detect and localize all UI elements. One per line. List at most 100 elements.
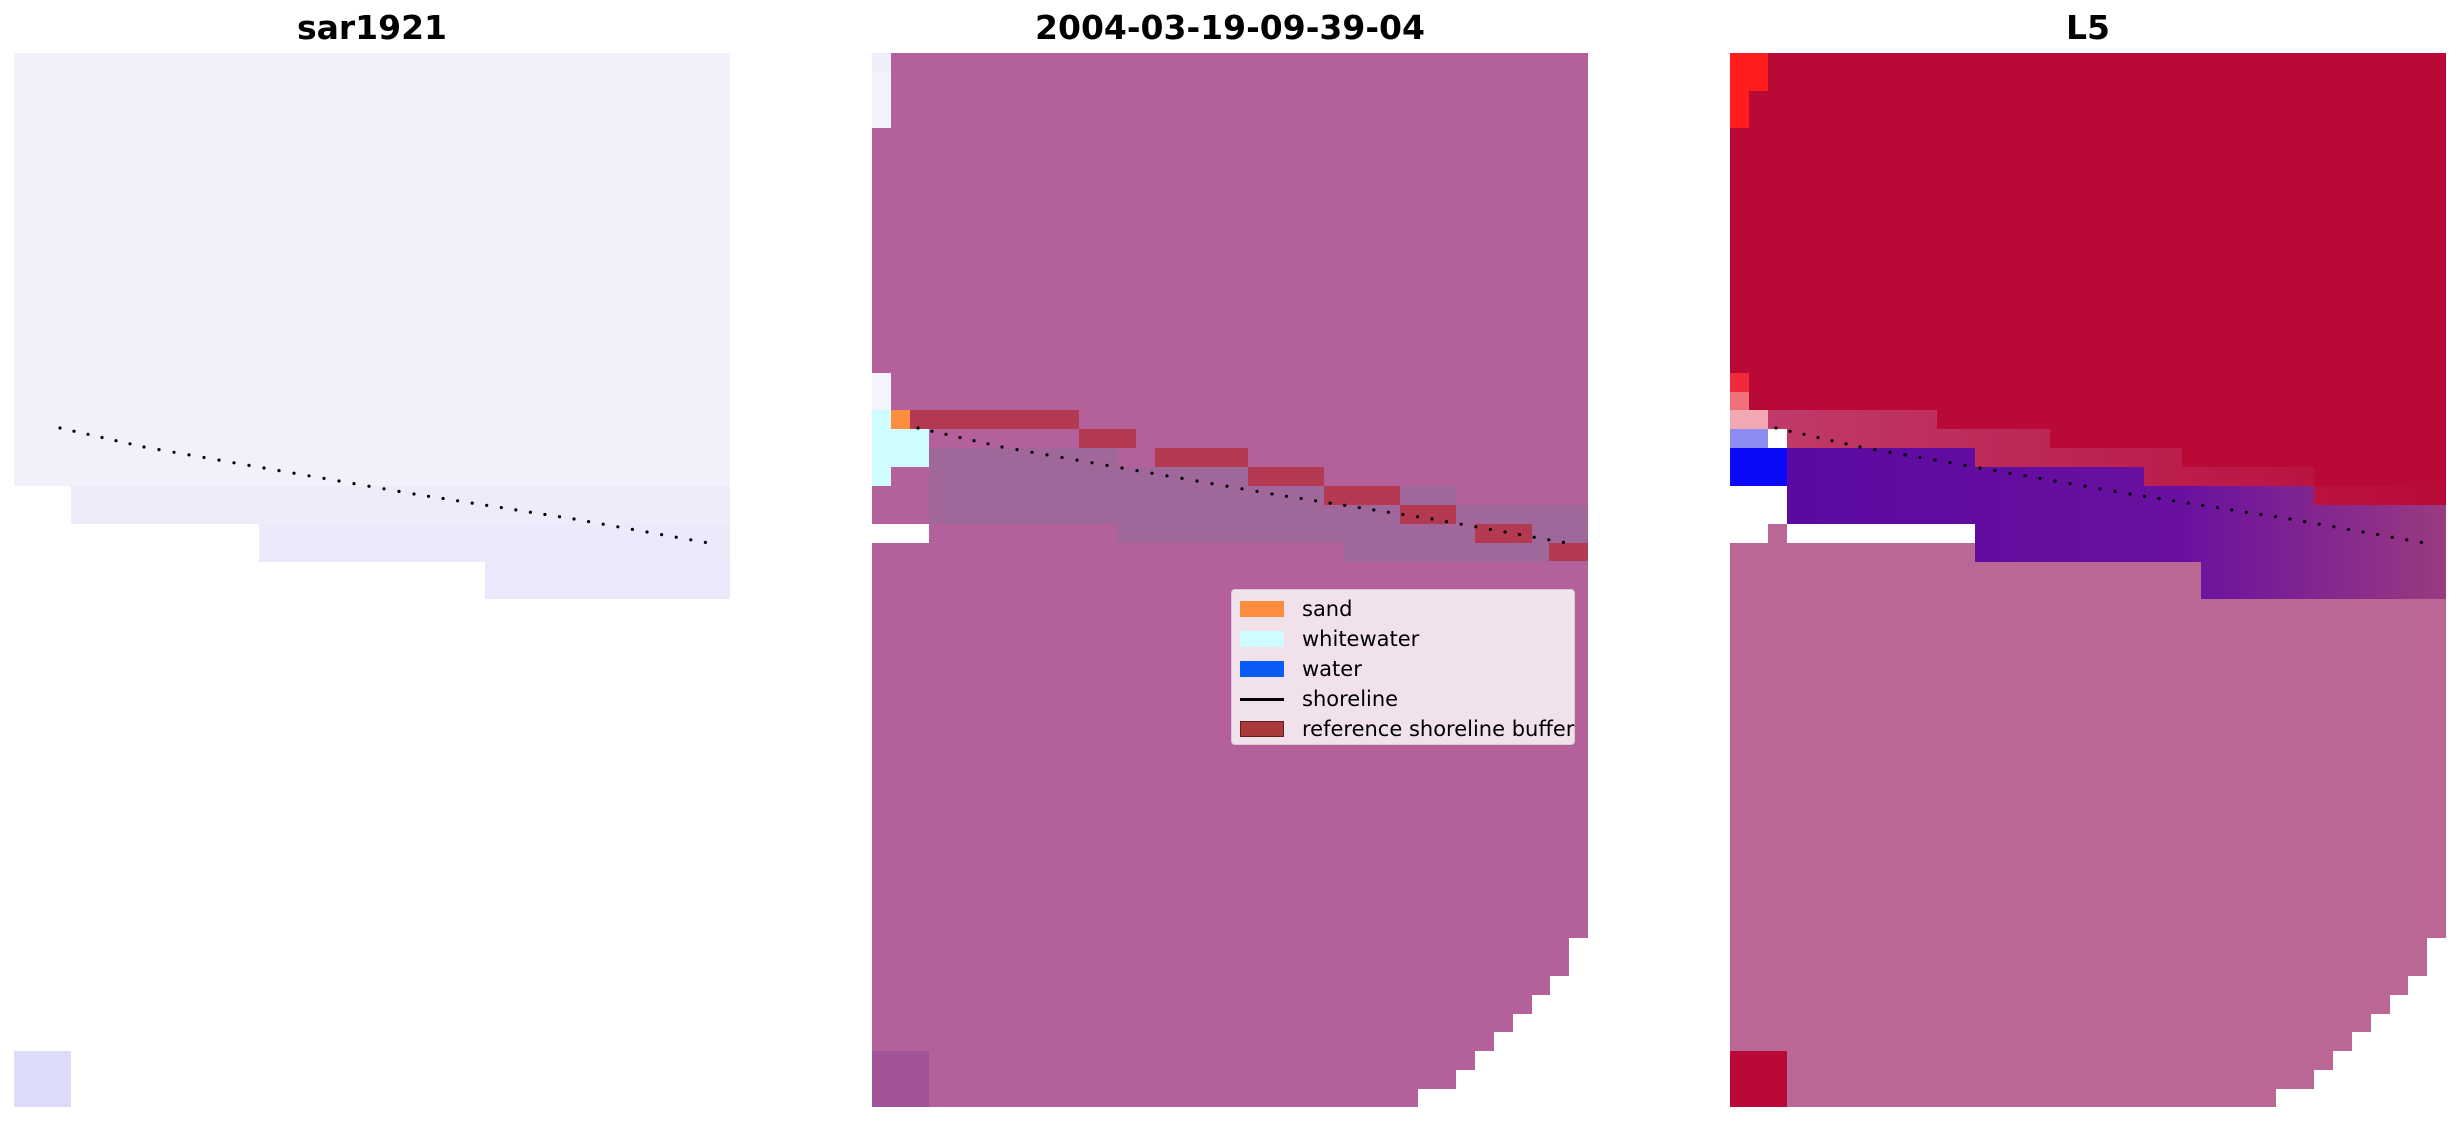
white-corner-top [872, 53, 891, 72]
shoreline-dot [1547, 538, 1551, 542]
shoreline-dot [2098, 487, 2102, 491]
shoreline-dot [674, 535, 678, 539]
shoreline-dot [1000, 445, 1004, 449]
shoreline-dot [1030, 450, 1034, 454]
shoreline-dot [412, 492, 416, 496]
shoreline-dot [1284, 494, 1289, 498]
shoreline-dot [157, 448, 161, 452]
shoreline-dot [2053, 479, 2057, 483]
shoreline-dot [1343, 503, 1347, 507]
sand-swatch [1240, 601, 1284, 617]
shoreline-dot [689, 538, 693, 542]
shoreline-dot [1240, 487, 1244, 491]
panel-title-left: sar1921 [296, 8, 448, 47]
shoreline-dot [1459, 522, 1463, 526]
shoreline-dot [1415, 515, 1420, 519]
shoreline-dot [1788, 429, 1792, 433]
shoreline-dot [543, 512, 547, 517]
shoreline-dot [1903, 453, 1907, 457]
shoreline-dot [2419, 540, 2423, 544]
shoreline-dot [172, 450, 176, 454]
whitewater-pixels [872, 410, 891, 429]
panel-title-middle: 2004-03-19-09-39-04 [1035, 8, 1425, 47]
shoreline-dot [703, 540, 708, 544]
water-blue-pixels [1730, 448, 1787, 486]
shoreline-dot [958, 435, 962, 440]
shoreline-dot [2157, 496, 2161, 501]
shoreline-dot [58, 426, 62, 430]
shoreline-dot [128, 442, 132, 446]
shoreline-dotted-line [58, 426, 708, 544]
shoreline-dot [1299, 496, 1303, 501]
shoreline-dot [1532, 535, 1536, 539]
legend-item-water: water [1240, 654, 1362, 684]
shoreline-dot [528, 510, 533, 514]
shoreline-dot [557, 515, 562, 519]
water-region [929, 448, 1588, 562]
shoreline-dot [2273, 515, 2278, 519]
shoreline-dot [2317, 522, 2321, 526]
shoreline-dot [1015, 448, 1019, 452]
shoreline-dot [2083, 484, 2087, 488]
shoreline-dot [916, 426, 920, 430]
shoreline-dot [1210, 482, 1214, 486]
shoreline-dot [114, 439, 118, 443]
shoreline-dot [72, 429, 76, 433]
shoreline-dot [1270, 492, 1274, 496]
shoreline-dot [1225, 484, 1229, 488]
satellite-image-corner [14, 1051, 71, 1107]
legend-item-whitewater: whitewater [1240, 624, 1419, 654]
shoreline-dot [986, 442, 990, 446]
shoreline-dot [1774, 426, 1778, 430]
shoreline-dot [2008, 471, 2012, 475]
panel-title-right: L5 [2066, 8, 2110, 47]
shoreline-dot [2332, 525, 2336, 529]
shoreline-dot [426, 494, 431, 498]
shoreline-dot [217, 458, 221, 462]
shoreline-dot [1474, 525, 1478, 529]
legend-label-sand: sand [1302, 597, 1353, 621]
shoreline-dot [1120, 466, 1124, 470]
shoreline-dot [397, 489, 401, 493]
shoreline-dot [2038, 476, 2042, 480]
shoreline-dot [352, 482, 356, 486]
shoreline-dot [1888, 450, 1892, 454]
outside-mask [1730, 543, 2446, 1107]
shoreline-dot [1180, 476, 1184, 480]
shoreline-dot [2376, 533, 2380, 537]
shoreline-dot [187, 453, 191, 457]
shoreline-dot [1816, 435, 1820, 440]
shoreline-dot [1314, 499, 1318, 503]
shoreline-dot [1328, 501, 1332, 505]
shoreline-dot [382, 487, 386, 491]
shoreline-dot [2128, 492, 2132, 496]
index-image-panel [1730, 53, 2446, 1107]
legend-item-buffer: reference shoreline buffer [1240, 714, 1574, 744]
legend-item-sand: sand [1240, 594, 1352, 624]
shoreline-dot [1488, 527, 1492, 531]
shoreline-dot [2303, 520, 2307, 524]
shoreline-dot [1401, 512, 1405, 517]
legend-label-whitewater: whitewater [1302, 627, 1420, 651]
shoreline-dot [1963, 463, 1967, 467]
whitewater-swatch [1240, 631, 1284, 647]
shoreline-dot [2288, 517, 2292, 521]
shoreline-dot [572, 517, 576, 521]
shoreline-dot [1561, 540, 1565, 544]
shoreline-dot [2201, 503, 2205, 507]
legend-label-buffer: reference shoreline buffer [1302, 717, 1575, 741]
shoreline-dot [587, 520, 591, 524]
reference-shoreline-buffer [910, 410, 1588, 561]
shoreline-dot [307, 474, 311, 478]
shoreline-dot [456, 499, 460, 503]
shoreline-dot [1060, 455, 1064, 460]
shoreline-dot [86, 432, 90, 436]
shoreline-dot [247, 463, 251, 467]
legend-item-shoreline: shoreline [1240, 684, 1398, 714]
shoreline-dot [1135, 469, 1139, 473]
shoreline-dot [630, 527, 635, 531]
shoreline-dot [142, 445, 146, 449]
shoreline-dot [1933, 458, 1937, 462]
shoreline-dot [499, 506, 503, 510]
shoreline-dot [944, 432, 948, 436]
